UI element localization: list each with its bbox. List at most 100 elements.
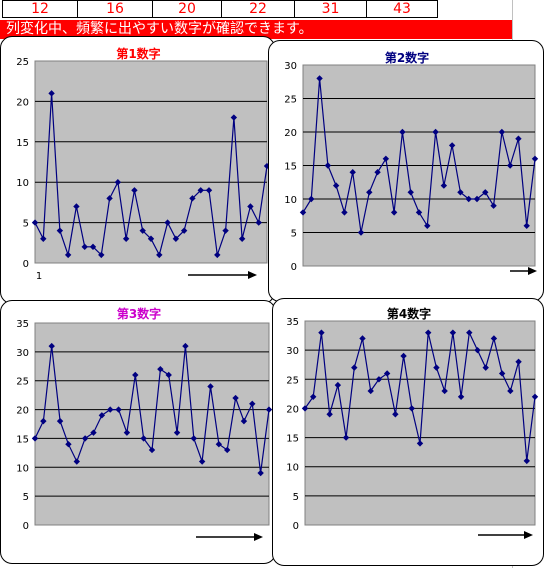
number-cell[interactable]: 16: [77, 0, 153, 18]
y-tick-label: 15: [16, 434, 29, 445]
data-point: [89, 243, 97, 251]
data-point: [357, 229, 365, 236]
data-point: [457, 393, 465, 400]
data-point: [399, 128, 406, 136]
y-tick-label: 5: [23, 219, 29, 230]
data-point: [31, 435, 39, 442]
y-tick-label: 0: [23, 521, 29, 532]
data-point: [441, 387, 448, 395]
chart-title: 第3数字: [116, 307, 162, 321]
data-point: [98, 251, 105, 259]
data-point: [173, 429, 181, 436]
data-point: [332, 182, 340, 189]
data-point: [90, 429, 97, 436]
data-point: [408, 405, 415, 412]
chart-title: 第1数字: [116, 47, 161, 61]
number-cell[interactable]: 22: [221, 0, 295, 18]
data-point: [299, 209, 307, 216]
data-point: [190, 435, 197, 442]
data-point: [375, 376, 383, 383]
y-tick-label: 20: [284, 128, 297, 139]
data-point: [172, 235, 180, 242]
data-point: [115, 406, 122, 413]
data-point: [474, 346, 481, 354]
data-point: [232, 394, 239, 402]
data-point: [341, 209, 348, 216]
data-point: [73, 458, 80, 465]
data-point: [416, 440, 424, 447]
y-tick-label: 35: [286, 317, 299, 328]
data-point: [198, 458, 206, 465]
data-point: [308, 195, 315, 203]
y-tick-label: 25: [16, 377, 29, 388]
data-point: [222, 227, 229, 234]
data-point: [342, 434, 350, 441]
data-point: [122, 235, 130, 242]
chart-panel-2[interactable]: 第2数字 0 5 10 15 20 25 30: [268, 40, 544, 302]
y-tick-label: 20: [16, 406, 29, 417]
data-point: [310, 393, 317, 400]
data-point: [392, 411, 399, 418]
data-point: [230, 114, 238, 121]
data-point: [359, 335, 366, 342]
banner-note: 列変化中、頻繁に出やすい数字が確認できます。: [0, 20, 512, 39]
data-point: [424, 222, 431, 229]
data-point: [457, 189, 464, 196]
data-point: [432, 128, 439, 136]
data-point: [473, 195, 481, 203]
data-point: [349, 169, 356, 176]
chart-panel-3[interactable]: 第3数字 0 5 10 15 20 25 30 35: [0, 300, 276, 564]
data-point: [334, 381, 342, 389]
y-tick-label: 15: [16, 138, 29, 149]
data-point: [515, 135, 522, 142]
plot-area: [34, 60, 268, 264]
chart-1-svg: 0 5 10 15 20 25 1: [16, 57, 271, 282]
x-tick-label: 1: [36, 271, 42, 282]
data-point: [148, 446, 156, 454]
data-point: [531, 393, 539, 400]
y-tick-label: 15: [284, 162, 297, 173]
y-tick-label: 0: [23, 259, 29, 270]
data-point: [215, 441, 223, 448]
chart-title: 第4数字: [386, 307, 432, 321]
chart-panel-1[interactable]: 第1数字 0 5 10 15 20 25 1: [0, 36, 275, 304]
data-point: [367, 387, 374, 395]
data-point: [81, 243, 88, 251]
data-point: [425, 329, 432, 336]
number-cell[interactable]: 31: [294, 0, 367, 18]
data-point: [205, 187, 213, 194]
number-cell[interactable]: 20: [152, 0, 222, 18]
y-tick-label: 30: [284, 61, 297, 72]
data-point: [114, 179, 122, 186]
data-point: [466, 329, 473, 336]
y-tick-label: 25: [284, 95, 297, 106]
number-cell[interactable]: 43: [366, 0, 438, 18]
data-point: [189, 195, 196, 202]
data-point: [247, 203, 254, 210]
y-tick-label: 0: [291, 262, 297, 273]
data-point: [156, 251, 163, 259]
data-point: [147, 235, 155, 242]
data-point: [98, 412, 106, 419]
data-point: [123, 429, 131, 436]
data-point: [515, 358, 522, 365]
y-tick-label: 20: [16, 97, 29, 108]
data-point: [531, 155, 539, 162]
arrow-head: [254, 533, 263, 541]
y-tick-label: 5: [293, 492, 299, 503]
plot-area: [34, 322, 270, 526]
data-point: [415, 209, 423, 216]
data-point: [73, 203, 80, 210]
data-point: [351, 364, 358, 371]
y-tick-label: 25: [16, 57, 29, 68]
number-cell[interactable]: 12: [2, 0, 78, 18]
chart-panel-4[interactable]: 第4数字 0 5 10 15 20 25 30 35: [272, 298, 544, 566]
data-point: [238, 235, 246, 242]
data-point: [318, 329, 325, 336]
data-point: [490, 202, 497, 209]
data-point: [482, 189, 489, 196]
data-point: [81, 435, 89, 442]
data-point: [139, 227, 146, 234]
y-tick-label: 0: [293, 521, 299, 532]
data-point: [490, 335, 498, 342]
